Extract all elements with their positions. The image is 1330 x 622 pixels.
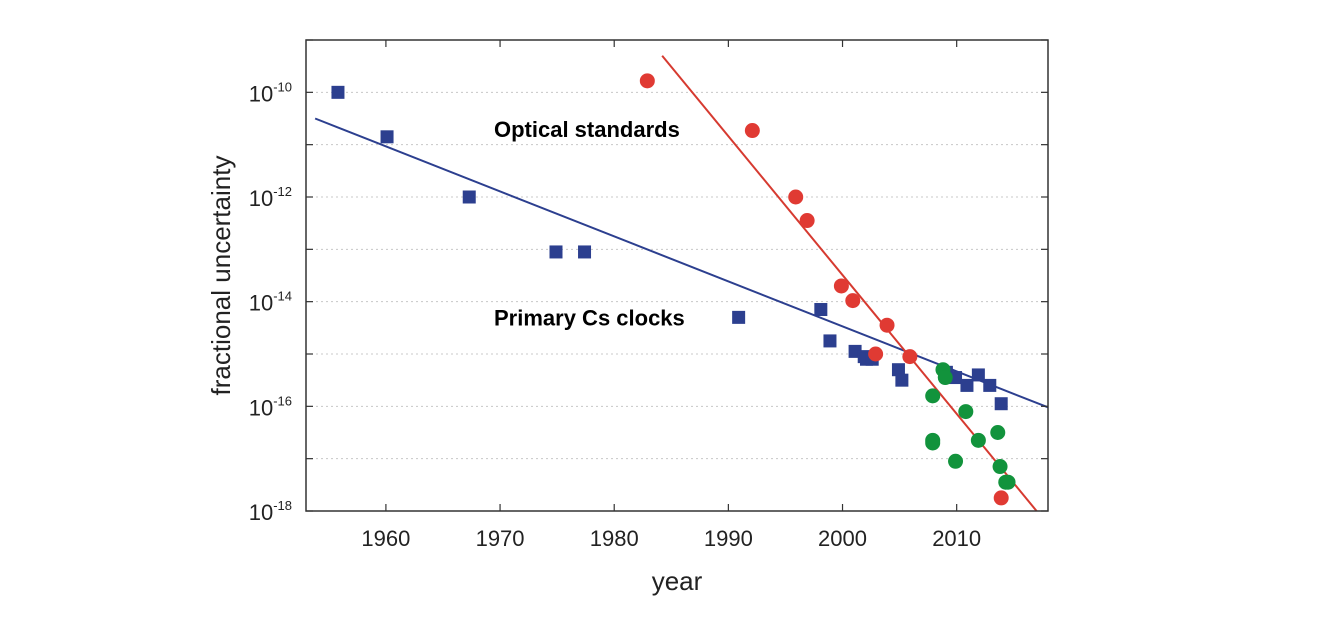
cs-clock-point [949, 371, 963, 385]
optical-standard-point [879, 317, 895, 333]
cs-clock-point [960, 378, 974, 392]
y-tick-label: 10-10 [249, 79, 292, 106]
optical-standard-point [744, 123, 760, 139]
x-axis: 1960 1970 1980 1990 2000 2010 [361, 40, 981, 551]
plot-frame [305, 39, 1049, 512]
cs-clock-point [732, 310, 746, 324]
optical-clock-recent-point [990, 425, 1006, 440]
y-tick-label: 10-18 [249, 498, 292, 525]
x-axis-label: year [652, 566, 703, 596]
x-tick-label: 1970 [476, 526, 525, 551]
cs-clock-point [891, 363, 905, 377]
data-points [331, 73, 1016, 506]
grid-lines [306, 91, 1048, 460]
optical-standard-point [993, 490, 1009, 506]
optical-clock-recent-point [937, 370, 953, 386]
optical-standard-point [788, 189, 804, 205]
optical-standard-point [902, 349, 918, 365]
x-tick-label: 1960 [361, 526, 410, 551]
optical-clock-recent-point [925, 435, 941, 451]
optical-standard-point [639, 73, 655, 89]
y-axis-label: fractional uncertainty [206, 156, 236, 396]
trend-line [314, 117, 1048, 409]
x-tick-label: 2010 [932, 526, 981, 551]
optical-clock-recent-point [1000, 474, 1016, 490]
cs-clock-point [549, 245, 563, 259]
cs-clock-point [895, 373, 909, 387]
cs-clock-point [331, 85, 345, 99]
optical-clock-recent-point [925, 388, 941, 404]
optical-clock-recent-point [958, 404, 974, 420]
y-tick-label: 10-16 [249, 393, 292, 420]
optical-standard-point [868, 346, 884, 362]
cs-clock-point [983, 378, 997, 392]
annotation-label: Optical standards [494, 117, 680, 142]
cs-clock-point [823, 334, 837, 348]
y-tick-label: 10-14 [249, 289, 292, 316]
x-tick-label: 1980 [590, 526, 639, 551]
optical-standard-point [845, 293, 861, 309]
optical-standard-point [833, 278, 849, 294]
cs-clock-point [994, 397, 1008, 411]
optical-clock-recent-point [948, 453, 964, 469]
y-axis: 10-10 10-12 10-14 10-16 10-18 [249, 39, 1048, 525]
cs-clock-point [578, 245, 592, 259]
cs-clock-point [462, 190, 476, 204]
optical-clock-recent-point [970, 432, 986, 448]
y-tick-label: 10-12 [249, 184, 292, 211]
x-tick-label: 1990 [704, 526, 753, 551]
x-tick-label: 2000 [818, 526, 867, 551]
optical-clock-recent-point [992, 459, 1008, 475]
annotation-label: Primary Cs clocks [494, 305, 685, 330]
optical-standard-point [799, 213, 815, 229]
cs-clock-point [971, 368, 985, 382]
cs-clock-point [380, 130, 394, 144]
annotations: Optical standards Primary Cs clocks [494, 117, 685, 330]
cs-clock-point [814, 303, 828, 317]
